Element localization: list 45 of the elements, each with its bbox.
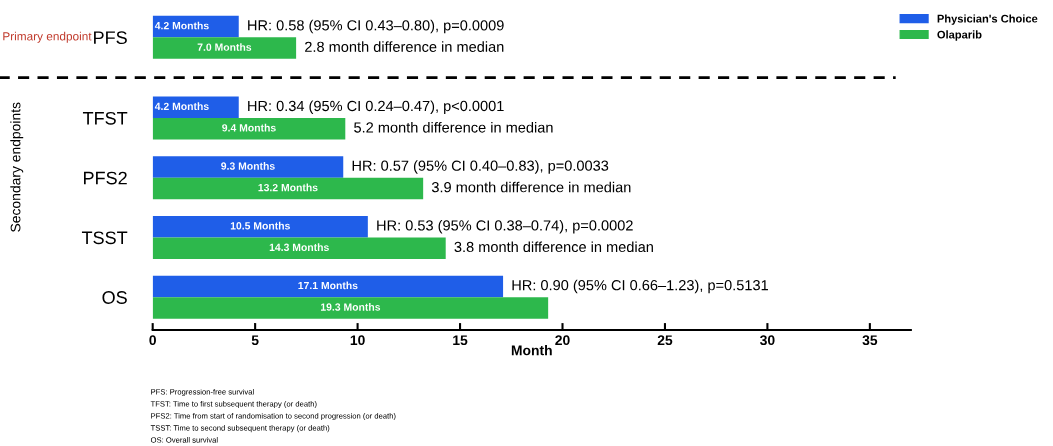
legend-label: Olaparib [937,30,982,41]
y-tick-label: OS [102,291,127,304]
annotation: HR: 0.53 (95% CI 0.38–0.74), p=0.0002 [377,219,633,234]
data-label: 7.0 Months [197,43,252,51]
legend-label: Physician's Choice [937,14,1038,25]
bar [152,156,344,178]
x-axis-title: Month [511,345,552,356]
data-label: 17.1 Months [298,281,358,290]
x-tick-label: 0 [149,335,156,346]
annotation: HR: 0.34 (95% CI 0.24–0.47), p<0.0001 [248,100,504,115]
x-tick-label: 10 [350,335,365,346]
data-label: 4.2 Months [154,102,209,111]
bar [152,96,239,118]
x-tick-label: 25 [657,335,673,346]
bar [152,275,504,298]
bar [152,117,346,140]
bar [152,177,424,200]
annotation: HR: 0.58 (95% CI 0.43–0.80), p=0.0009 [248,19,504,34]
x-tick-label: 20 [555,335,570,346]
x-tick-label: 15 [453,335,468,346]
text: Primary endpoint [3,31,92,43]
data-label: 9.3 Months [221,162,275,170]
data-label: 9.4 Months [222,123,276,132]
x-tick-label: 35 [862,335,878,346]
data-label: 10.5 Months [230,221,290,230]
bar [152,237,446,259]
data-label: 4.2 Months [154,21,209,30]
x-tick-label: 5 [251,335,259,346]
x-tick-label: 30 [760,335,775,346]
y-tick-label: PFS2 [84,171,127,185]
annotation: 5.2 month difference in median [354,121,553,133]
annotation: HR: 0.57 (95% CI 0.40–0.83), p=0.0033 [352,160,609,174]
y-tick-label: TSST [81,231,128,245]
bar [152,215,368,238]
y-axis-title: Secondary endpoints [10,102,24,232]
annotation: HR: 0.90 (95% CI 0.66–1.23), p=0.5131 [512,279,768,294]
annotation: 3.8 month difference in median [454,241,653,253]
annotation: 3.9 month difference in median [431,181,631,193]
annotation: 2.8 month difference in median [305,41,504,52]
data-label: 19.3 Months [320,303,381,311]
data-label: 13.2 Months [258,183,318,192]
data-label: 14.3 Months [269,243,329,252]
bar [152,297,549,319]
y-tick-label: TFST [82,111,128,125]
y-tick-label: PFS [94,31,127,45]
